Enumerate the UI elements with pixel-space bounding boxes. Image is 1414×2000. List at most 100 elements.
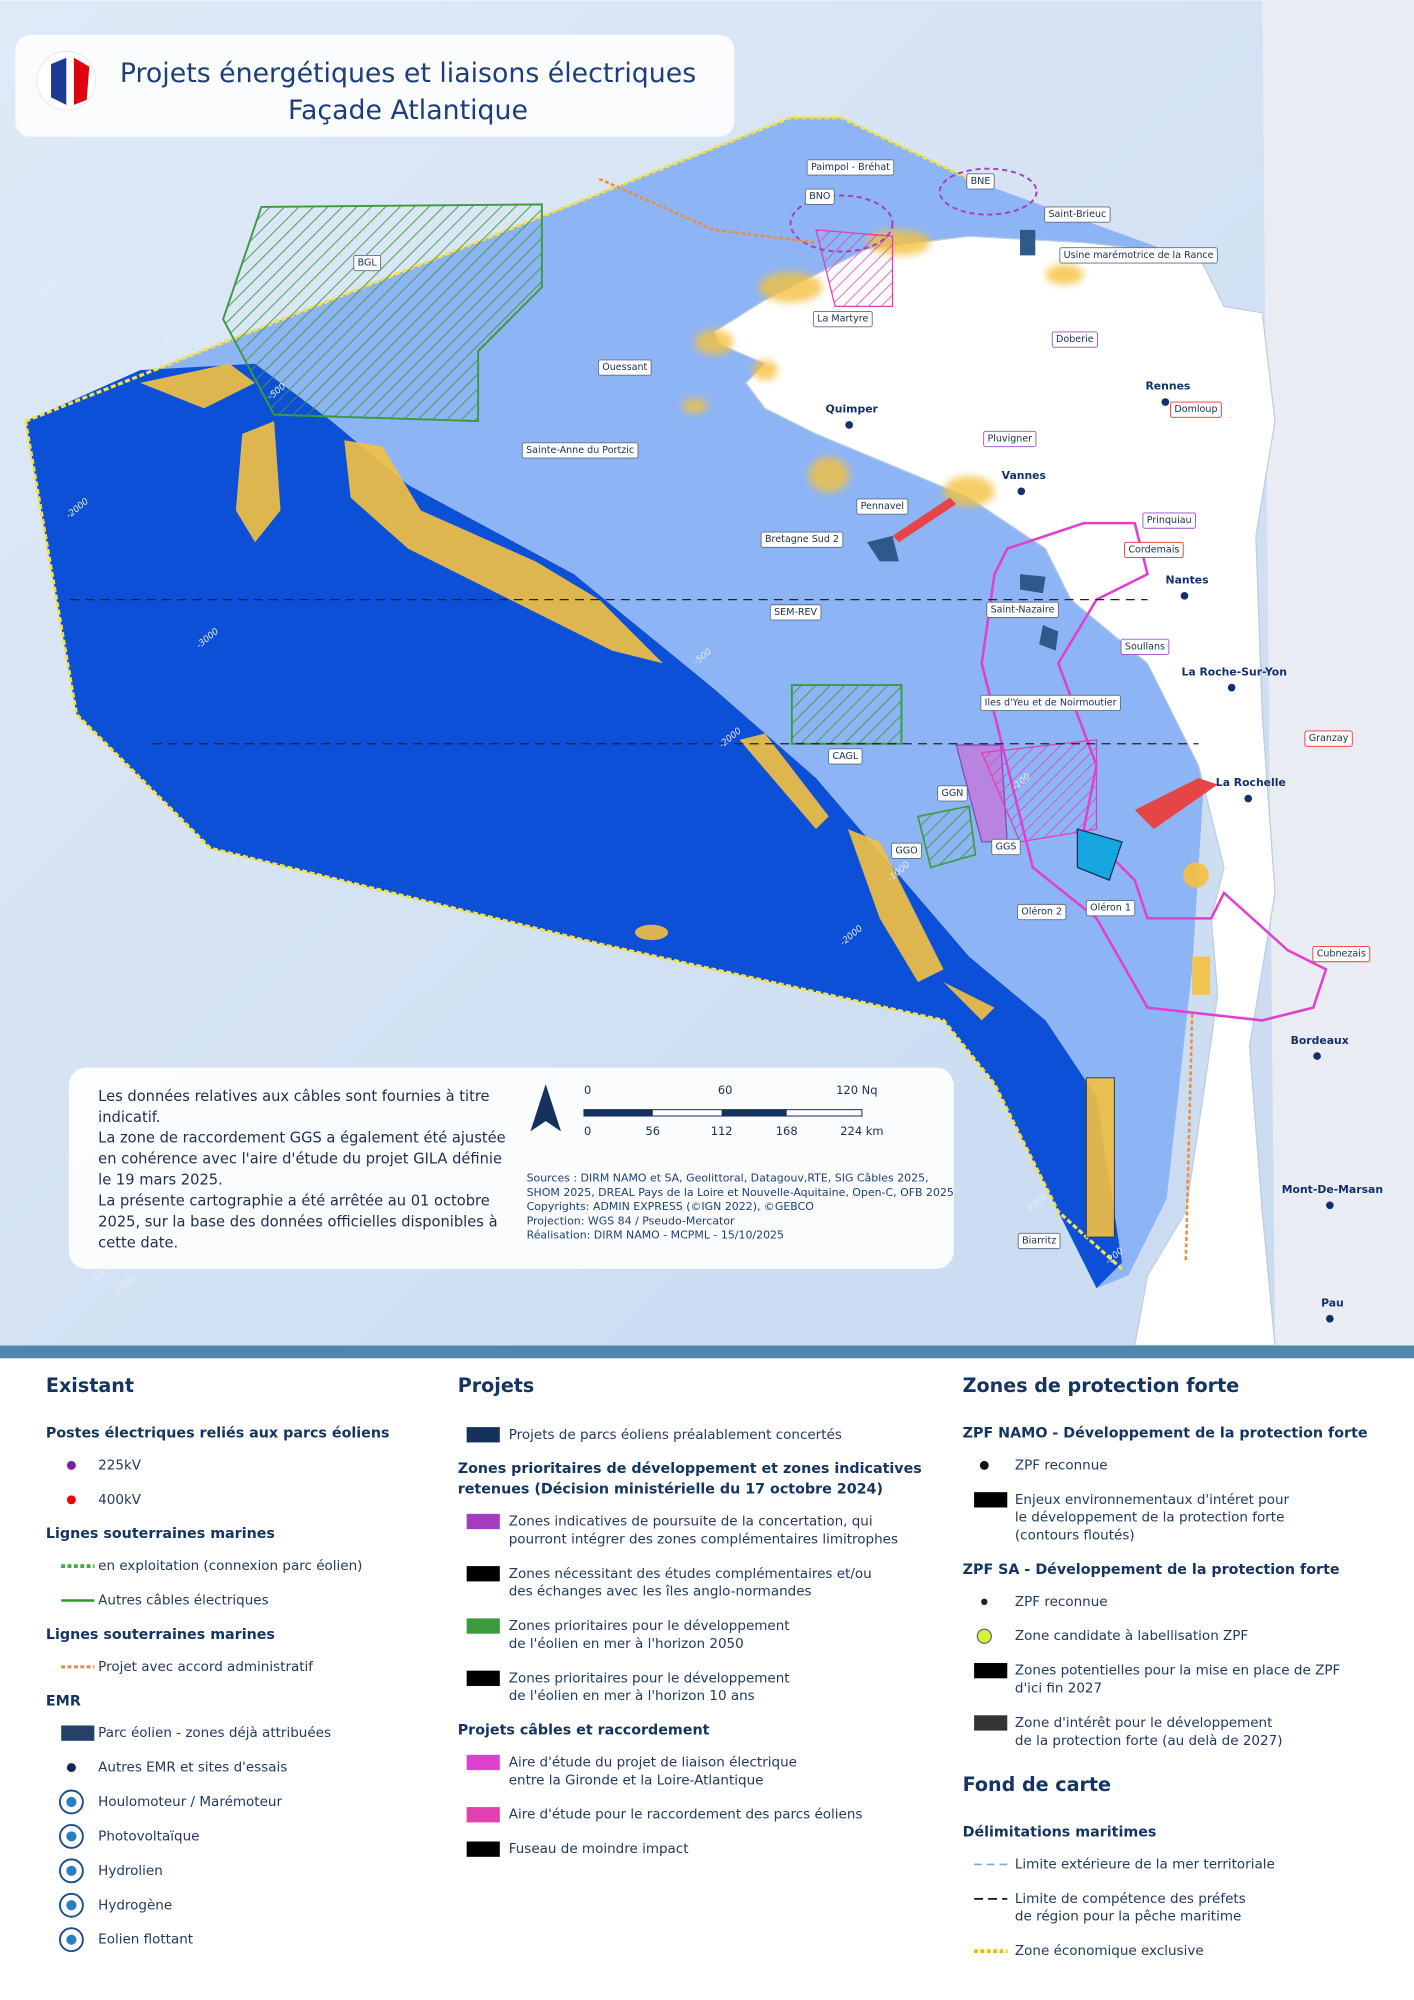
label-box (1170, 401, 1222, 418)
place-label: Prinquiau (1147, 515, 1192, 526)
label-box (891, 842, 922, 859)
place-label: Ouessant (602, 362, 647, 373)
place-label: Oléron 2 (1021, 907, 1062, 918)
legend-symbol (466, 1513, 500, 1530)
legend-heading: Lignes souterraines marines (46, 1526, 275, 1542)
place-label: Pluvigner (987, 433, 1032, 444)
legend-heading: Lignes souterraines marines (46, 1627, 275, 1643)
legend-icon (66, 1796, 77, 1808)
scale-label: 60 (718, 1083, 733, 1097)
city-label: La Roche-Sur-Yon (1181, 665, 1286, 678)
legend-swatch (974, 1492, 1008, 1508)
legend-item: Projet avec accord administratif (98, 1659, 314, 1675)
legend (0, 1345, 1414, 2000)
legend-swatch (466, 1427, 500, 1443)
place-label: Granzay (1309, 733, 1349, 744)
legend-band (0, 1345, 1414, 1359)
legend-symbol (466, 1670, 500, 1686)
note-line: indicatif. (98, 1109, 160, 1126)
zone-cagl (790, 684, 903, 745)
zpf-band (1192, 956, 1210, 995)
legend-symbol (466, 1807, 500, 1823)
zone-raccordement (815, 229, 894, 308)
label-box (1120, 638, 1170, 655)
source-line: Réalisation: DIRM NAMO - MCPML - 15/10/2… (527, 1229, 784, 1242)
city-label: Nantes (1166, 574, 1209, 587)
place-label: BGL (358, 258, 378, 269)
legend-swatch (61, 1725, 95, 1741)
legend-item: Eolien flottant (98, 1932, 193, 1948)
land-atlantic (713, 235, 1276, 1347)
place-label: Doberie (1056, 334, 1094, 345)
legend-dot (981, 1598, 988, 1605)
place-label: Bretagne Sud 2 (765, 534, 839, 545)
legend-item: Photovoltaïque (98, 1828, 199, 1844)
legend-symbol (466, 1427, 500, 1443)
legend-title: Projets (458, 1374, 535, 1397)
legend-symbol (58, 1823, 84, 1849)
zpf-band (1085, 1077, 1115, 1238)
scale-label: 120 Nq (836, 1083, 877, 1097)
legend-item: Zones nécessitant des études complémenta… (509, 1566, 872, 1582)
city-dot (1326, 1201, 1334, 1210)
legend-item: entre la Gironde et la Loire-Atlantique (509, 1772, 764, 1788)
place-label: La Martyre (817, 314, 868, 325)
source-line: SHOM 2025, DREAL Pays de la Loire et Nou… (527, 1186, 954, 1199)
label-box (937, 785, 968, 802)
north-arrow (530, 1084, 562, 1132)
label-box (1312, 946, 1371, 963)
legend-symbol (979, 1460, 989, 1470)
place-label: Usine marémotrice de la Rance (1064, 250, 1214, 261)
legend-dot (66, 1763, 76, 1773)
legend-swatch (466, 1618, 500, 1634)
scale-bar (583, 1109, 653, 1117)
zpf-band (634, 924, 669, 941)
legend-item: 225kV (98, 1457, 142, 1473)
legend-dot (976, 1628, 992, 1644)
legend-item: Aire d'étude du projet de liaison électr… (509, 1754, 797, 1770)
scale-label: 112 (711, 1124, 733, 1138)
city-dot (1313, 1052, 1321, 1060)
legend-heading: retenues (Décision ministérielle du 17 o… (458, 1482, 883, 1498)
legend-symbol (61, 1725, 95, 1741)
scale-label: 224 km (840, 1124, 883, 1138)
legend-item: ZPF reconnue (1015, 1594, 1108, 1610)
city-dot (1017, 487, 1026, 496)
legend-swatch (466, 1513, 500, 1530)
legend-title: Existant (46, 1374, 134, 1397)
place-label: BNE (971, 176, 991, 187)
zone-bne (938, 167, 1038, 216)
place-label: Domloup (1174, 404, 1217, 415)
legend-item: Autres EMR et sites d'essais (98, 1760, 287, 1776)
note-line: le 19 mars 2025. (98, 1172, 223, 1189)
legend-heading: ZPF SA - Développement de la protection … (963, 1562, 1340, 1578)
place-label: Oléron 1 (1090, 903, 1131, 914)
scale-label: 168 (776, 1124, 798, 1138)
note-line: 2025, sur la base des données officielle… (98, 1213, 497, 1230)
legend-dot (66, 1460, 76, 1470)
label-box (521, 442, 639, 459)
legend-item: Hydrogène (98, 1897, 172, 1913)
legend-icon (66, 1900, 77, 1911)
city-label: La Rochelle (1216, 776, 1286, 789)
legend-item: Enjeux environnementaux d'intéret pour (1015, 1492, 1290, 1508)
note-line: en cohérence avec l'aire d'étude du proj… (98, 1151, 502, 1168)
zpf-band (1183, 862, 1209, 888)
legend-swatch (466, 1841, 500, 1857)
cable-project (598, 177, 817, 244)
title-panel (15, 34, 735, 137)
label-box (828, 748, 863, 765)
source-line: Copyrights: ADMIN EXPRESS (©IGN 2022), ©… (527, 1200, 814, 1213)
legend-swatch (974, 1715, 1008, 1731)
city-label: Vannes (1002, 469, 1046, 482)
legend-symbol (974, 1492, 1008, 1508)
legend-item: Zones potentielles pour la mise en place… (1015, 1663, 1340, 1679)
place-label: GGN (941, 788, 963, 799)
place-label: GGO (895, 845, 917, 856)
legend-heading: Projets câbles et raccordement (458, 1723, 710, 1739)
legend-heading: Postes électriques reliés aux parcs éoli… (46, 1426, 390, 1442)
label-box (760, 531, 844, 548)
legend-icon (66, 1934, 77, 1945)
legend-item: Fuseau de moindre impact (509, 1841, 689, 1857)
